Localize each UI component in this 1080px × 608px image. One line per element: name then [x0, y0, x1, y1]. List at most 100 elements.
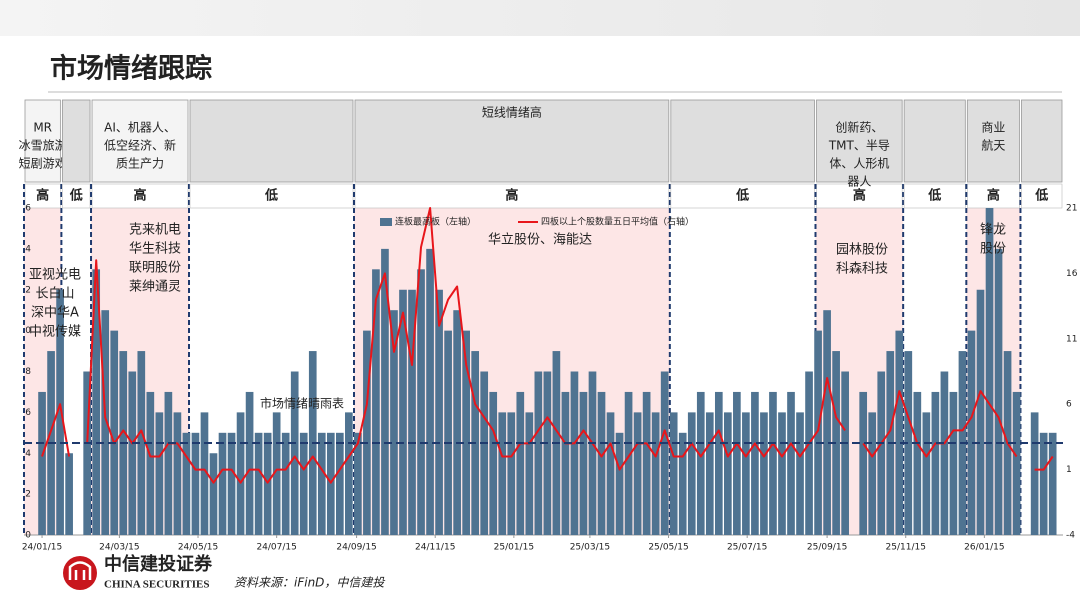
theme-text: 质生产力 — [116, 157, 164, 171]
bar — [480, 371, 489, 535]
bar — [859, 391, 868, 535]
bar — [92, 269, 101, 535]
theme-text: 航天 — [981, 138, 1005, 153]
bar — [236, 412, 245, 535]
stock-annotation: 股份 — [980, 242, 1006, 257]
bar — [408, 289, 416, 535]
bar — [561, 391, 570, 535]
theme-text: 器人 — [847, 175, 871, 189]
bar — [832, 351, 840, 535]
stock-annotation: 联明股份 — [129, 261, 181, 276]
level-label: 低 — [1034, 188, 1048, 204]
bar — [38, 391, 46, 535]
x-tick-label: 24/01/15 — [22, 543, 62, 553]
bar — [1030, 412, 1039, 535]
bar — [642, 391, 651, 535]
bar — [787, 391, 795, 535]
bar — [931, 391, 940, 535]
theme-text: 体、人形机 — [829, 157, 889, 171]
y-tick-label: 16 — [20, 204, 32, 214]
x-tick-label: 24/11/15 — [415, 543, 455, 553]
bar — [733, 391, 741, 535]
bar — [534, 371, 543, 535]
level-cell — [967, 183, 1020, 209]
theme-text: TMT、半导 — [828, 139, 890, 153]
bar — [597, 391, 606, 535]
x-tick-label: 25/07/15 — [727, 543, 767, 553]
bar — [751, 391, 759, 535]
bar — [498, 412, 507, 535]
theme-text: MR — [33, 121, 52, 135]
bar — [507, 412, 516, 535]
bar — [669, 412, 678, 535]
bar — [651, 412, 660, 535]
bar — [281, 432, 290, 535]
level-label: 低 — [927, 188, 941, 204]
bar — [967, 330, 976, 535]
bar — [985, 208, 994, 535]
threshold-label: 市场情绪晴雨表 — [260, 396, 344, 411]
bar — [904, 351, 913, 535]
stock-annotation: 锋龙 — [980, 223, 1006, 238]
x-tick-label: 24/09/15 — [336, 543, 376, 553]
bar — [1012, 391, 1021, 535]
bar — [913, 391, 922, 535]
slide-title: 市场情绪跟踪 — [50, 53, 212, 85]
bar — [940, 371, 949, 535]
bar — [335, 432, 344, 535]
footer: 中信建投证券 CHINA SECURITIES 资料来源：iFinD，中信建投 — [63, 553, 385, 591]
level-cell — [1021, 183, 1063, 209]
bar — [209, 453, 218, 535]
y-tick-label: 4 — [25, 449, 31, 459]
level-cell — [91, 183, 189, 209]
y-tick-label: 10 — [20, 326, 32, 336]
bar — [272, 412, 281, 535]
source: 资料来源：iFinD，中信建投 — [234, 576, 385, 590]
bar — [525, 412, 534, 535]
bar — [290, 371, 299, 535]
theme-box — [966, 99, 1020, 183]
bar — [363, 330, 371, 535]
bar — [868, 412, 877, 535]
bar — [462, 330, 470, 535]
bar — [678, 432, 687, 535]
y-tick-label: 2 — [25, 490, 31, 500]
bar — [1048, 432, 1057, 535]
theme-text: 短线情绪高 — [482, 105, 542, 120]
y-tick-label: 8 — [25, 367, 31, 377]
y-ticks: 0 2 4 6 8 10 12 14 16 — [20, 204, 32, 541]
bar — [326, 432, 335, 535]
bar — [218, 432, 227, 535]
y-tick-label: 0 — [25, 531, 31, 541]
level-label: 高 — [987, 188, 1000, 204]
legend-label: 四板以上个股数量五日平均值（右轴） — [541, 216, 694, 228]
bar — [796, 412, 804, 535]
bar — [173, 412, 182, 535]
x-tick-label: 25/11/15 — [886, 543, 926, 553]
bar — [345, 412, 353, 535]
theme-box — [816, 99, 903, 183]
bar — [417, 269, 425, 535]
bar — [155, 412, 164, 535]
legend-label: 连板最高板（左轴） — [395, 216, 476, 228]
bar — [435, 289, 443, 535]
y2-tick-label: 16 — [1066, 269, 1078, 279]
bar — [200, 412, 209, 535]
level-cell — [62, 183, 91, 209]
bar — [317, 432, 326, 535]
theme-box — [903, 99, 966, 183]
bar — [137, 351, 146, 535]
bar — [570, 371, 579, 535]
logo-mark — [68, 561, 92, 580]
bar — [254, 432, 263, 535]
bar — [399, 289, 407, 535]
bar — [823, 310, 831, 535]
bar — [994, 248, 1003, 535]
theme-box — [91, 99, 189, 183]
bar — [714, 391, 723, 535]
bar — [1039, 432, 1048, 535]
bar — [769, 391, 777, 535]
bar — [110, 330, 119, 535]
y-tick-label: 6 — [25, 408, 31, 418]
